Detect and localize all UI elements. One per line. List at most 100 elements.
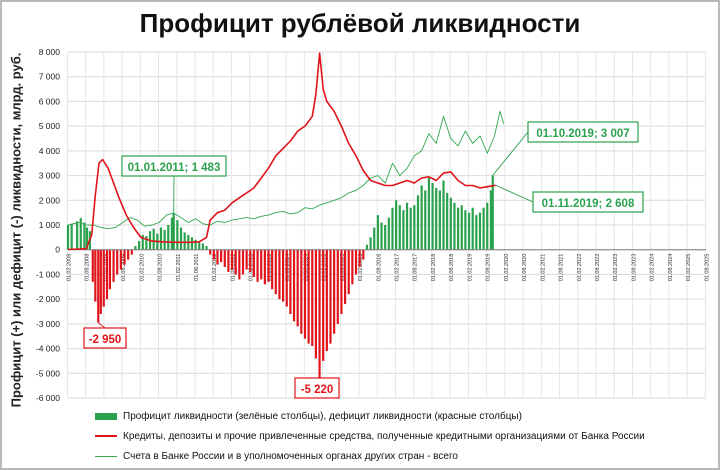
liquidity-bar: [413, 205, 416, 250]
legend-swatch-accounts: [95, 455, 117, 457]
liquidity-bar: [271, 249, 274, 290]
y-tick-label: 2 000: [39, 195, 61, 205]
liquidity-bar: [354, 249, 358, 275]
x-tick-label: 01.08.2025: [704, 254, 710, 282]
annotation-leader: [97, 322, 106, 329]
liquidity-bar: [134, 246, 137, 250]
legend: Профицит ликвидности (зелёные столбцы), …: [95, 406, 715, 466]
x-tick-label: 01.02.2018: [431, 254, 437, 282]
x-tick-label: 01.02.2023: [613, 254, 619, 282]
liquidity-bar: [464, 210, 467, 250]
x-tick-label: 01.02.2022: [577, 254, 583, 282]
liquidity-bar: [99, 249, 102, 314]
legend-label-bars: Профицит ликвидности (зелёные столбцы), …: [123, 410, 522, 422]
liquidity-bar: [333, 249, 336, 334]
legend-item-bars: Профицит ликвидности (зелёные столбцы), …: [95, 406, 715, 426]
liquidity-bar: [209, 249, 212, 255]
liquidity-bar: [127, 249, 130, 260]
liquidity-bar: [212, 249, 215, 260]
liquidity-bar: [453, 202, 456, 250]
annotation-label: -5 220: [301, 384, 334, 396]
liquidity-bar: [467, 212, 471, 250]
liquidity-bar: [431, 182, 434, 250]
liquidity-bar: [322, 249, 325, 361]
annotation-label: 01.10.2019; 3 007: [536, 128, 629, 140]
liquidity-bar: [230, 249, 234, 270]
liquidity-bar: [475, 215, 478, 250]
liquidity-bar: [446, 192, 449, 250]
liquidity-bar: [179, 227, 183, 250]
x-tick-label: 01.08.2015: [340, 254, 346, 282]
liquidity-bar: [435, 187, 438, 250]
liquidity-bar: [424, 190, 427, 250]
x-tick-label: 01.08.2008: [85, 254, 91, 282]
x-tick-label: 01.08.2023: [631, 254, 637, 282]
liquidity-bar: [220, 249, 223, 263]
liquidity-bar: [66, 225, 70, 250]
liquidity-bar: [292, 249, 296, 322]
x-tick-label: 01.02.2024: [650, 254, 656, 282]
annotation-box: [83, 327, 127, 349]
legend-label-accounts: Счета в Банке России и в уполномоченных …: [123, 450, 458, 462]
annotation-leader: [492, 131, 529, 176]
liquidity-bar: [116, 249, 119, 275]
liquidity-bar: [105, 249, 109, 300]
liquidity-bar: [241, 249, 245, 275]
liquidity-bar: [285, 249, 288, 307]
liquidity-bar: [194, 239, 197, 250]
annotation-box: [532, 191, 644, 213]
liquidity-bar: [460, 205, 463, 250]
liquidity-bar: [234, 249, 237, 275]
liquidity-bar: [76, 221, 79, 250]
liquidity-bar: [289, 249, 292, 314]
liquidity-bar: [402, 210, 405, 250]
liquidity-bar: [340, 249, 343, 314]
chart-title: Профицит рублёвой ликвидности: [139, 8, 581, 38]
liquidity-bar: [362, 249, 365, 260]
liquidity-bar: [456, 207, 460, 250]
liquidity-bar: [94, 249, 97, 302]
y-tick-label: 1 000: [39, 220, 61, 230]
liquidity-bar: [91, 249, 94, 282]
liquidity-bar: [183, 232, 186, 250]
legend-swatch-bars: [95, 412, 117, 420]
liquidity-bar: [83, 222, 86, 250]
x-tick-label: 01.02.2011: [176, 254, 182, 281]
liquidity-bar: [471, 207, 474, 250]
liquidity-bar: [190, 237, 194, 250]
liquidity-bar: [442, 180, 445, 250]
x-tick-label: 01.02.2017: [395, 254, 401, 282]
x-tick-label: 01.08.2017: [413, 254, 419, 282]
x-tick-label: 01.08.2010: [158, 254, 164, 282]
liquidity-bar: [311, 249, 314, 347]
liquidity-bar: [387, 217, 390, 250]
y-tick-label: 7 000: [39, 72, 61, 82]
liquidity-bar: [223, 249, 226, 268]
x-tick-label: 01.02.2012: [212, 254, 218, 282]
liquidity-bar: [303, 249, 307, 339]
x-tick-label: 01.02.2013: [249, 254, 255, 282]
liquidity-bar: [281, 249, 285, 302]
liquidity-bar: [198, 242, 201, 250]
liquidity-bar: [163, 229, 166, 250]
legend-item-accounts: Счета в Банке России и в уполномоченных …: [95, 446, 715, 466]
x-tick-label: 01.08.2020: [522, 254, 528, 282]
x-tick-label: 01.02.2025: [686, 254, 692, 282]
x-tick-label: 01.08.2013: [267, 254, 273, 282]
liquidity-bar: [274, 249, 277, 295]
y-tick-label: 4 000: [39, 146, 61, 156]
x-tick-label: 01.02.2021: [540, 254, 546, 282]
y-tick-label: -6 000: [36, 393, 60, 403]
x-tick-label: 01.08.2022: [595, 254, 601, 282]
liquidity-bar: [97, 249, 100, 323]
annotation-box: [527, 121, 639, 143]
liquidity-bar: [216, 249, 219, 265]
liquidity-bar: [85, 227, 89, 250]
x-tick-label: 01.08.2012: [230, 254, 236, 282]
liquidity-bar: [489, 190, 493, 250]
liquidity-bar: [170, 217, 174, 250]
x-tick-label: 01.08.2014: [303, 254, 309, 282]
annotation-label: 01.11.2019; 2 608: [542, 198, 635, 210]
liquidity-bar: [256, 249, 259, 282]
